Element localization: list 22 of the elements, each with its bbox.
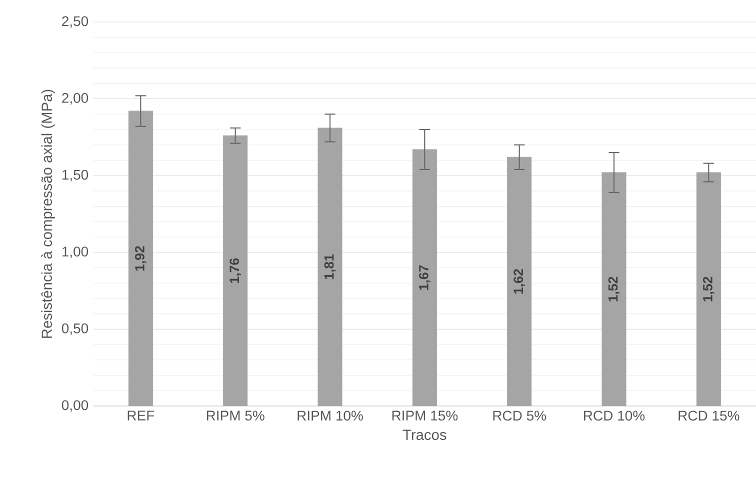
x-tick-label: RIPM 5%: [206, 410, 264, 421]
y-tick-label: 2,00: [62, 93, 88, 105]
y-tick-label: 1,50: [62, 170, 88, 182]
data-label: 1,62: [514, 269, 526, 294]
y-tick-label: 0,00: [62, 400, 88, 412]
x-tick-label: RCD 10%: [584, 410, 645, 421]
data-label: 1,81: [324, 254, 336, 280]
y-tick-label: 1,00: [62, 246, 88, 258]
y-axis-title: Resistência à compressão axial (MPa): [41, 90, 55, 338]
data-label: 1,92: [134, 246, 146, 271]
data-label: 1,52: [608, 276, 620, 302]
x-tick-label: RIPM 10%: [298, 410, 363, 421]
data-label: 1,67: [418, 265, 430, 290]
y-tick-label: 0,50: [62, 323, 88, 335]
y-tick-label: 2,50: [62, 16, 88, 28]
x-tick-label: RCD 15%: [678, 410, 740, 421]
x-tick-label: RCD 5%: [493, 410, 546, 421]
x-tick-label: REF: [128, 410, 154, 420]
data-label: 1,52: [702, 276, 714, 302]
x-tick-label: RIPM 15%: [392, 410, 458, 421]
x-axis-title: Tracos: [402, 430, 446, 440]
data-label: 1,76: [230, 258, 242, 283]
